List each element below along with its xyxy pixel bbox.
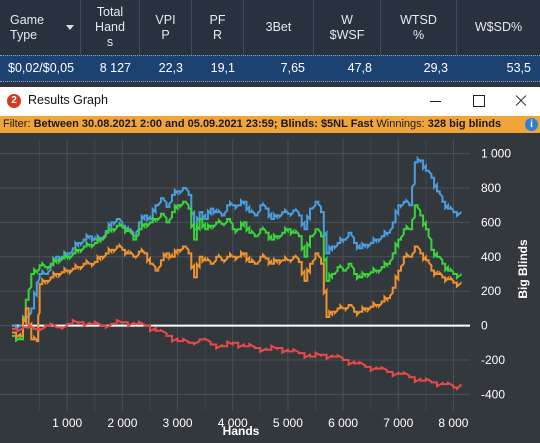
header-line: Type bbox=[10, 27, 38, 42]
stats-table: Game Type Total Hand s VPI P PF R 3Bet W $WSF … bbox=[0, 0, 540, 87]
cell-wtsd: 29,3 bbox=[423, 61, 448, 75]
minimize-button[interactable] bbox=[417, 87, 455, 115]
column-header-vpip[interactable]: VPI P bbox=[140, 0, 192, 55]
cell-pfr: 19,1 bbox=[210, 61, 235, 75]
series-line-0 bbox=[12, 155, 462, 331]
cell-3bet: 7,65 bbox=[280, 61, 305, 75]
x-tick-label: 4 000 bbox=[218, 416, 248, 430]
y-tick-label: 0 bbox=[481, 319, 488, 333]
column-header-total-hands[interactable]: Total Hand s bbox=[81, 0, 140, 55]
filter-text: Between 30.08.2021 2:00 and 05.09.2021 2… bbox=[33, 118, 374, 130]
header-line: s bbox=[106, 35, 114, 49]
y-tick-label: -400 bbox=[481, 387, 505, 401]
results-chart: 1 000 2 000 3 000 4 000 5 000 6 000 7 000 8 000… bbox=[0, 133, 540, 443]
table-row[interactable]: $0,02/$0,05 8 127 22,3 19,1 7,65 47,8 29… bbox=[0, 55, 540, 82]
filter-bar[interactable]: Filter: Between 30.08.2021 2:00 and 05.0… bbox=[0, 116, 540, 133]
chart-canvas: 1 000 2 000 3 000 4 000 5 000 6 000 7 000 8 000… bbox=[0, 139, 530, 438]
y-axis-title: Big Blinds bbox=[516, 239, 530, 299]
header-line: 3Bet bbox=[265, 20, 292, 34]
x-tick-label: 7 000 bbox=[383, 416, 413, 430]
y-tick-label: 400 bbox=[481, 250, 501, 264]
cell-vpip: 22,3 bbox=[158, 61, 183, 75]
cell-total-hands: 8 127 bbox=[99, 61, 131, 75]
column-header-3bet[interactable]: 3Bet bbox=[244, 0, 314, 55]
column-header-game-type[interactable]: Game Type bbox=[0, 0, 81, 55]
header-line: Game bbox=[10, 12, 45, 27]
cell-wwsf: 47,8 bbox=[347, 61, 372, 75]
y-tick-label: 200 bbox=[481, 284, 501, 298]
header-line: $WSF bbox=[329, 27, 365, 42]
x-tick-label: 6 000 bbox=[328, 416, 358, 430]
column-header-pfr[interactable]: PF R bbox=[192, 0, 244, 55]
header-line: VPI bbox=[155, 12, 176, 27]
title-bar[interactable]: 2 Results Graph bbox=[0, 87, 540, 115]
y-tick-label: 600 bbox=[481, 215, 501, 229]
column-header-wtsd[interactable]: WTSD% bbox=[381, 0, 457, 55]
column-header-wwsf[interactable]: W $WSF bbox=[314, 0, 381, 55]
maximize-button[interactable] bbox=[460, 87, 498, 115]
series-line-3 bbox=[12, 318, 462, 391]
app-logo-icon: 2 bbox=[7, 94, 21, 108]
series-line-1 bbox=[12, 200, 462, 343]
header-line: Hand bbox=[95, 20, 125, 34]
x-tick-label: 1 000 bbox=[52, 416, 82, 430]
results-graph-window: 2 Results Graph Filter: Between 30.08.20… bbox=[0, 87, 540, 443]
stats-table-header: Game Type Total Hand s VPI P PF R 3Bet W $WSF … bbox=[0, 0, 540, 55]
cell-game-type: $0,02/$0,05 bbox=[8, 61, 75, 75]
divider bbox=[0, 82, 540, 87]
window-title: Results Graph bbox=[28, 93, 108, 107]
x-tick-label: 8 000 bbox=[438, 416, 468, 430]
header-line: WTSD bbox=[400, 12, 437, 27]
x-tick-label: 2 000 bbox=[107, 416, 137, 430]
winnings-label: Winnings: bbox=[376, 118, 425, 130]
y-tick-label: 1 000 bbox=[481, 147, 511, 161]
winnings-value: 328 big blinds bbox=[427, 118, 502, 130]
header-line: R bbox=[212, 27, 222, 42]
y-tick-label: -200 bbox=[481, 353, 505, 367]
y-tick-label: 800 bbox=[481, 181, 501, 195]
x-axis-title: Hands bbox=[223, 424, 260, 438]
header-line: P bbox=[161, 27, 170, 42]
header-line: Total bbox=[96, 5, 124, 19]
header-line: % bbox=[412, 27, 425, 42]
info-icon[interactable]: i bbox=[525, 118, 538, 131]
cell-wsd: 53,5 bbox=[506, 61, 531, 75]
header-line: W bbox=[341, 12, 353, 27]
close-button[interactable] bbox=[502, 87, 540, 115]
header-line: W$SD% bbox=[474, 20, 523, 34]
column-header-wsd[interactable]: W$SD% bbox=[457, 0, 540, 55]
series-line-2 bbox=[12, 242, 462, 343]
x-tick-label: 3 000 bbox=[163, 416, 193, 430]
dropdown-arrow-icon[interactable] bbox=[66, 25, 74, 30]
x-tick-label: 5 000 bbox=[273, 416, 303, 430]
filter-prefix: Filter: bbox=[3, 118, 31, 130]
header-line: PF bbox=[209, 12, 226, 27]
